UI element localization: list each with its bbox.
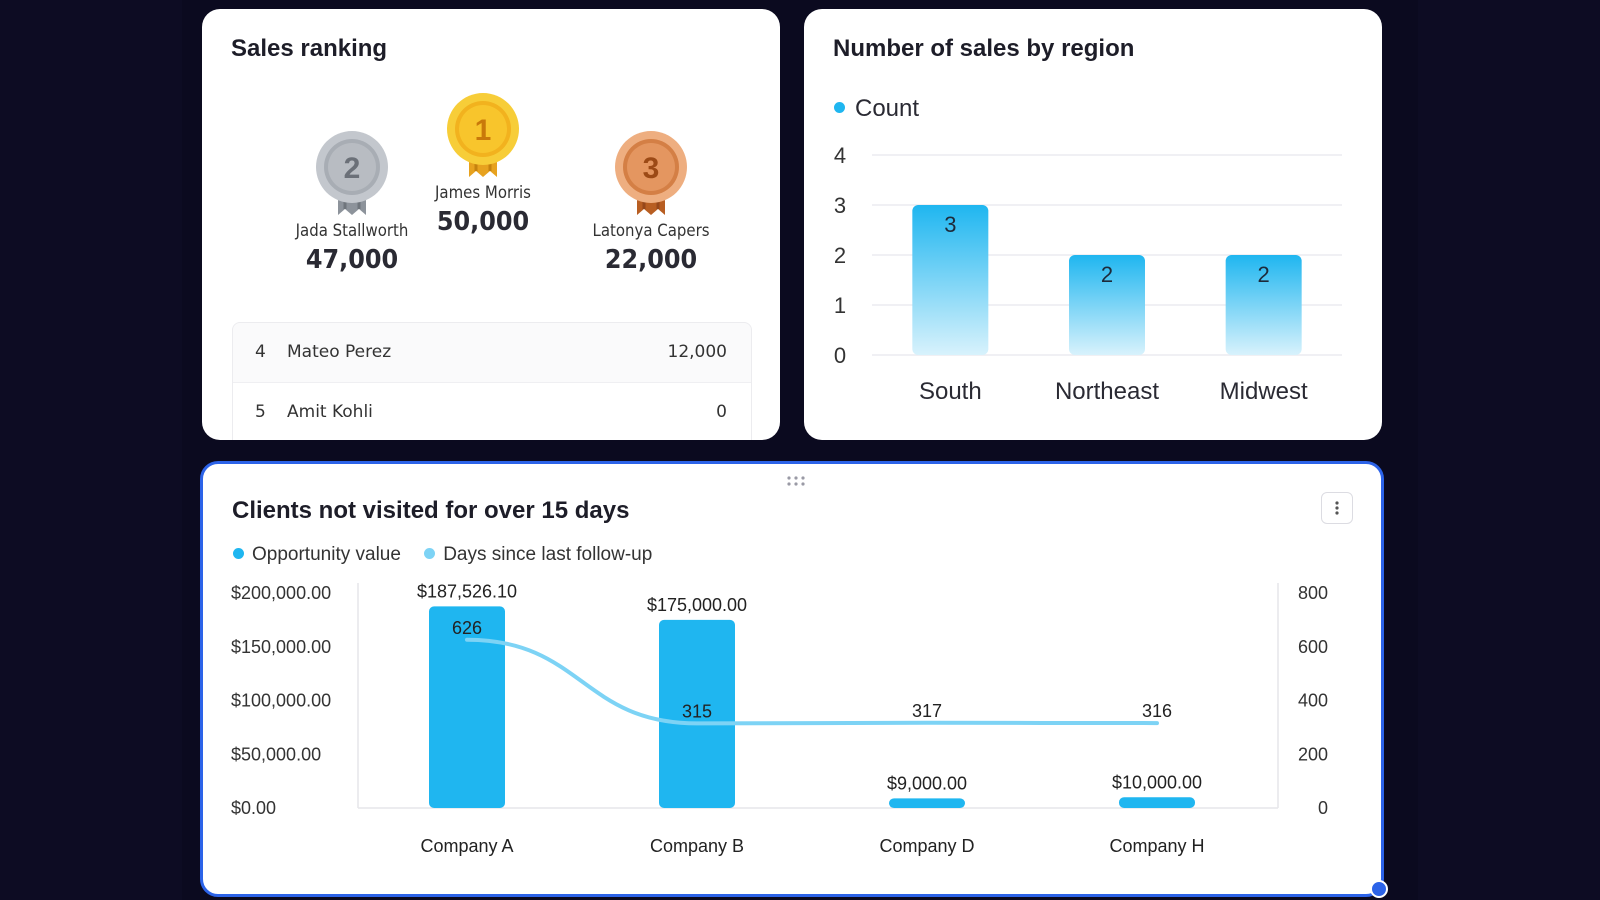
bronze-medal-icon: 3 (615, 131, 687, 215)
y-left-tick-label: $50,000.00 (231, 744, 321, 764)
y-right-tick-label: 800 (1298, 583, 1328, 603)
podium-value: 22,000 (604, 245, 698, 275)
opportunity-bar (659, 619, 735, 808)
bar-value-label: 2 (1101, 262, 1113, 287)
ranking-list-rank: 5 (255, 402, 266, 422)
y-right-tick-label: 200 (1298, 744, 1328, 764)
bar-value-label: $10,000.00 (1112, 772, 1202, 792)
bar-value-label: $9,000.00 (887, 773, 967, 793)
y-left-tick-label: $0.00 (231, 798, 276, 818)
podium-name: Latonya Capers (592, 221, 710, 241)
legend-dot-icon (834, 102, 845, 114)
y-left-tick-label: $150,000.00 (231, 637, 331, 657)
x-category-label: Company D (879, 836, 974, 856)
ranking-list-item[interactable]: 5 Amit Kohli 0 (233, 382, 751, 440)
region-sales-card: Number of sales by region Count 0 1 2 3 4 3 So… (804, 9, 1382, 440)
region-chart-title: Number of sales by region (833, 35, 1135, 62)
days-since-followup-line (465, 637, 1159, 726)
ranking-list-value: 0 (716, 402, 727, 422)
podium-rank-number: 2 (344, 152, 361, 185)
region-bar (1069, 255, 1145, 355)
opportunity-bar (889, 798, 965, 808)
opportunity-bar (1119, 797, 1195, 808)
bar-value-label: $187,526.10 (417, 581, 517, 601)
ranking-list-item[interactable]: 4 Mateo Perez 12,000 (233, 323, 751, 382)
drag-dots-icon[interactable] (786, 475, 806, 487)
bar-value-label: $175,000.00 (647, 595, 747, 615)
y-tick-label: 4 (834, 143, 846, 168)
region-bar (912, 205, 989, 355)
y-left-tick-label: $200,000.00 (231, 583, 331, 603)
clients-chart-title: Clients not visited for over 15 days (232, 497, 630, 524)
y-right-tick-label: 400 (1298, 691, 1328, 711)
sales-ranking-title: Sales ranking (231, 35, 388, 62)
legend-label: Opportunity value (252, 544, 401, 565)
right-backdrop (1418, 0, 1600, 900)
x-category-label: South (919, 378, 982, 405)
podium-value: 47,000 (305, 245, 399, 275)
y-tick-label: 3 (834, 193, 846, 218)
region-bar (1225, 255, 1302, 355)
y-tick-label: 1 (834, 293, 846, 318)
gold-medal-icon: 1 (447, 93, 519, 177)
more-vertical-icon (1335, 501, 1339, 515)
legend-label: Days since last follow-up (443, 544, 653, 565)
opportunity-bar (429, 606, 505, 808)
podium-rank-number: 1 (475, 114, 492, 147)
silver-medal-icon: 2 (316, 131, 388, 215)
podium-name: Jada Stallworth (295, 221, 409, 241)
podium-second: 2 Jada Stallworth 47,000 (272, 129, 432, 275)
legend-item-days[interactable]: Days since last follow-up (424, 544, 652, 565)
left-backdrop (0, 0, 182, 900)
bar-value-label: 2 (1258, 262, 1270, 287)
x-category-label: Company A (420, 836, 513, 856)
ranking-list-name: Amit Kohli (287, 402, 373, 422)
line-value-label: 317 (912, 701, 942, 721)
podium-first: 1 James Morris 50,000 (403, 91, 563, 237)
bar-value-label: 3 (944, 212, 956, 237)
line-value-label: 316 (1142, 701, 1172, 721)
podium-third: 3 Latonya Capers 22,000 (571, 129, 731, 275)
x-category-label: Northeast (1055, 378, 1159, 405)
legend-dot-icon (424, 547, 436, 559)
legend-item-opportunity[interactable]: Opportunity value (233, 544, 401, 565)
region-legend[interactable]: Count (834, 95, 919, 123)
x-category-label: Company B (650, 836, 744, 856)
ranking-list-name: Mateo Perez (287, 342, 392, 362)
legend-dot-icon (233, 547, 244, 559)
podium-name: James Morris (435, 183, 531, 203)
line-value-label: 626 (452, 618, 482, 638)
y-left-tick-label: $100,000.00 (231, 691, 331, 711)
region-bar-chart: 0 1 2 3 4 3 South 2 Northeast 2 Midwest (834, 143, 1342, 405)
y-right-tick-label: 600 (1298, 637, 1328, 657)
more-options-button[interactable] (1321, 492, 1353, 524)
x-category-label: Midwest (1220, 378, 1308, 405)
x-category-label: Company H (1109, 836, 1204, 856)
y-tick-label: 0 (834, 343, 846, 368)
sales-ranking-card: Sales ranking 2 Jada Stallworth 47,000 1… (202, 9, 780, 440)
clients-legend: Opportunity value Days since last follow… (233, 544, 670, 566)
line-value-label: 315 (682, 701, 712, 721)
ranking-list-value: 12,000 (667, 342, 727, 362)
clients-combo-chart: $0.00 $50,000.00 $100,000.00 $150,000.00 $20… (231, 581, 1328, 856)
legend-label-count: Count (855, 95, 920, 122)
ranking-list-rank: 4 (255, 342, 266, 362)
resize-handle[interactable] (1370, 880, 1388, 898)
ranking-list: 4 Mateo Perez 12,000 5 Amit Kohli 0 (232, 322, 752, 440)
podium-value: 50,000 (436, 207, 530, 237)
podium-rank-number: 3 (643, 152, 660, 185)
y-tick-label: 2 (834, 243, 846, 268)
clients-not-visited-card[interactable]: Clients not visited for over 15 days Opp… (200, 461, 1384, 897)
y-right-tick-label: 0 (1318, 798, 1328, 818)
